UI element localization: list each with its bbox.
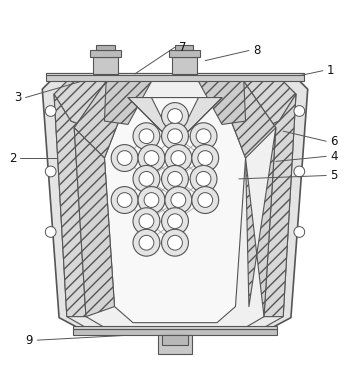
Circle shape	[111, 186, 138, 213]
Polygon shape	[74, 82, 276, 330]
Polygon shape	[74, 128, 114, 317]
Circle shape	[165, 186, 192, 213]
Circle shape	[138, 145, 165, 172]
Polygon shape	[128, 98, 175, 145]
Bar	[90, 50, 120, 57]
Bar	[169, 50, 199, 57]
Circle shape	[133, 123, 160, 150]
Text: 9: 9	[26, 334, 33, 347]
Circle shape	[196, 129, 211, 144]
Polygon shape	[247, 94, 296, 317]
Circle shape	[294, 106, 305, 116]
Bar	[172, 57, 197, 74]
Circle shape	[168, 129, 182, 144]
Bar	[72, 329, 278, 335]
Text: 6: 6	[330, 135, 338, 148]
Circle shape	[138, 186, 165, 213]
Bar	[175, 45, 194, 50]
Circle shape	[171, 193, 186, 207]
Text: 4: 4	[330, 150, 338, 163]
Bar	[46, 73, 304, 75]
Circle shape	[45, 106, 56, 116]
Circle shape	[144, 193, 159, 207]
Circle shape	[294, 166, 305, 177]
Circle shape	[198, 193, 213, 207]
Text: 8: 8	[253, 44, 260, 57]
Circle shape	[196, 172, 211, 186]
Bar	[162, 335, 188, 344]
Circle shape	[111, 145, 138, 172]
Polygon shape	[175, 98, 222, 145]
Polygon shape	[222, 82, 296, 135]
Circle shape	[45, 227, 56, 238]
Circle shape	[168, 109, 182, 123]
Circle shape	[190, 123, 217, 150]
Polygon shape	[104, 82, 152, 124]
Circle shape	[165, 145, 192, 172]
Polygon shape	[42, 76, 308, 331]
Bar	[72, 326, 278, 330]
Circle shape	[139, 235, 154, 250]
Text: 7: 7	[179, 41, 187, 54]
Circle shape	[117, 151, 132, 165]
Polygon shape	[74, 82, 128, 158]
Circle shape	[171, 151, 186, 165]
Circle shape	[162, 165, 188, 192]
Circle shape	[162, 103, 188, 129]
Circle shape	[192, 145, 219, 172]
Text: 5: 5	[330, 169, 338, 182]
Text: 2: 2	[9, 152, 16, 165]
Circle shape	[168, 214, 182, 229]
Polygon shape	[104, 98, 246, 323]
Circle shape	[133, 229, 160, 256]
Bar	[46, 73, 304, 81]
Polygon shape	[246, 128, 276, 317]
Circle shape	[294, 227, 305, 238]
Circle shape	[139, 214, 154, 229]
Circle shape	[139, 172, 154, 186]
Circle shape	[117, 193, 132, 207]
Circle shape	[192, 186, 219, 213]
Polygon shape	[222, 82, 276, 158]
Polygon shape	[198, 82, 246, 124]
Circle shape	[133, 208, 160, 235]
Circle shape	[162, 123, 188, 150]
Circle shape	[190, 165, 217, 192]
Polygon shape	[54, 82, 128, 135]
Text: 1: 1	[327, 64, 334, 77]
Polygon shape	[54, 82, 296, 330]
Circle shape	[144, 151, 159, 165]
Bar	[158, 335, 192, 354]
Circle shape	[168, 172, 182, 186]
Circle shape	[198, 151, 213, 165]
Bar	[96, 45, 114, 50]
Circle shape	[45, 166, 56, 177]
Text: 3: 3	[14, 91, 21, 104]
Bar	[93, 57, 118, 74]
Circle shape	[133, 165, 160, 192]
Circle shape	[162, 229, 188, 256]
Polygon shape	[54, 94, 103, 317]
Circle shape	[168, 235, 182, 250]
Circle shape	[162, 208, 188, 235]
Circle shape	[139, 129, 154, 144]
